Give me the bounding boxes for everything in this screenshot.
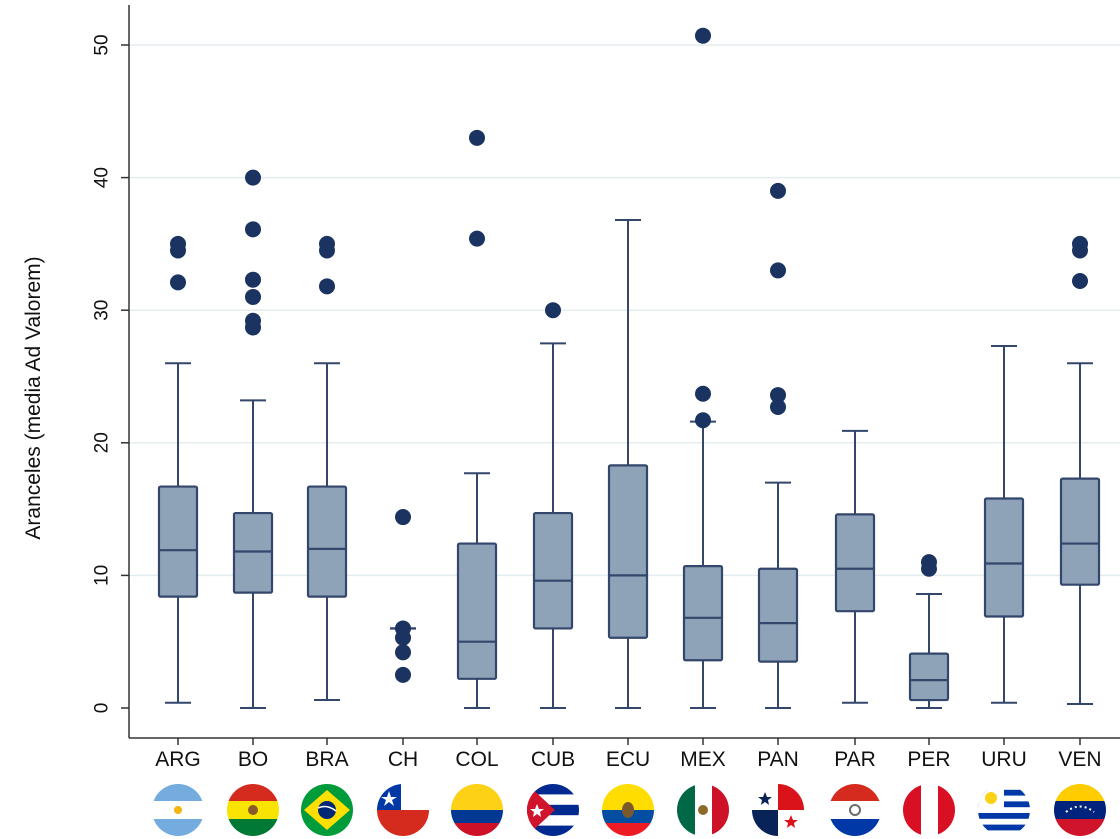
iqr-box <box>456 542 498 680</box>
iqr-box <box>532 511 574 630</box>
brazil-flag-icon <box>301 784 353 836</box>
box-uru <box>983 345 1025 704</box>
y-axis: 0 10 20 30 40 50 <box>92 5 130 738</box>
x-tick-label-bo: BO <box>238 748 268 771</box>
y-tick-label: 50 <box>92 34 113 55</box>
outlier-point <box>170 235 186 252</box>
venezuela-flag-icon <box>1054 784 1106 836</box>
outlier-point <box>395 620 411 637</box>
ecuador-flag-icon <box>602 784 654 836</box>
y-tick-label: 10 <box>92 565 113 586</box>
box-col <box>456 472 498 709</box>
x-tick-label-bra: BRA <box>305 748 348 771</box>
y-tick-label: 30 <box>92 300 113 321</box>
outlier-point <box>395 666 411 683</box>
outlier-point <box>921 554 937 571</box>
paraguay-flag-icon <box>829 784 881 836</box>
argentina-flag-icon <box>152 784 204 836</box>
iqr-box <box>908 652 950 702</box>
panama-flag-icon <box>752 784 804 836</box>
outlier-point <box>245 221 261 238</box>
bolivia-flag-icon <box>227 784 279 836</box>
iqr-box <box>682 565 724 662</box>
outlier-series <box>170 27 1088 683</box>
box-cub <box>532 342 574 709</box>
x-tick-label-arg: ARG <box>155 748 201 771</box>
box-series <box>157 219 1101 709</box>
outlier-point <box>170 274 186 291</box>
box-ven <box>1059 362 1101 706</box>
iqr-box <box>757 567 799 663</box>
x-tick-label-cub: CUB <box>531 748 575 771</box>
outlier-point <box>245 288 261 305</box>
box-ecu <box>607 219 649 709</box>
box-bo <box>232 399 274 709</box>
outlier-point <box>695 412 711 429</box>
outlier-point <box>695 385 711 402</box>
x-tick-label-ch: CH <box>388 748 418 771</box>
y-tick-label: 20 <box>92 432 113 453</box>
outlier-point <box>245 271 261 288</box>
outlier-point <box>395 509 411 526</box>
outlier-point <box>319 235 335 252</box>
iqr-box <box>232 511 274 594</box>
x-tick-label-per: PER <box>907 748 950 771</box>
iqr-box <box>983 497 1025 618</box>
outlier-point <box>1072 273 1088 290</box>
outlier-point <box>469 129 485 146</box>
box-bra <box>306 362 348 702</box>
outlier-point <box>770 182 786 199</box>
chile-flag-icon <box>377 784 429 836</box>
grid-lines <box>129 44 1120 577</box>
iqr-box <box>834 513 876 613</box>
x-axis: ARG BO BRA CH COL CUB ECU MEX PAN PAR PER URU VEN <box>129 737 1120 771</box>
uruguay-flag-icon <box>978 784 1030 836</box>
outlier-point <box>770 398 786 415</box>
x-tick-label-uru: URU <box>981 748 1027 771</box>
y-tick-label: 40 <box>92 167 113 188</box>
outlier-point <box>770 262 786 279</box>
box-mex <box>682 420 724 709</box>
cuba-flag-icon <box>527 784 579 836</box>
mexico-flag-icon <box>677 784 729 836</box>
box-per <box>908 592 950 709</box>
iqr-box <box>157 485 199 598</box>
outlier-point <box>469 230 485 247</box>
colombia-flag-icon <box>451 784 503 836</box>
outlier-point <box>695 27 711 44</box>
y-tick-label: 0 <box>92 703 113 714</box>
box-pan <box>757 481 799 709</box>
iqr-box <box>1059 477 1101 586</box>
outlier-point <box>1072 235 1088 252</box>
x-tick-label-par: PAR <box>834 748 876 771</box>
iqr-box <box>306 485 348 598</box>
outlier-point <box>319 278 335 295</box>
x-tick-label-mex: MEX <box>680 748 726 771</box>
y-axis-title: Aranceles (media Ad Valorem) <box>22 256 45 539</box>
peru-flag-icon <box>903 784 955 836</box>
x-tick-label-col: COL <box>455 748 498 771</box>
outlier-point <box>545 302 561 319</box>
x-tick-label-ven: VEN <box>1058 748 1101 771</box>
outlier-point <box>245 312 261 329</box>
outlier-point <box>395 644 411 661</box>
iqr-box <box>607 464 649 639</box>
box-par <box>834 429 876 704</box>
x-tick-label-pan: PAN <box>757 748 799 771</box>
box-arg <box>157 362 199 704</box>
outlier-point <box>245 169 261 186</box>
outlier-point <box>770 387 786 404</box>
flag-row <box>152 784 1106 836</box>
x-tick-label-ecu: ECU <box>606 748 650 771</box>
